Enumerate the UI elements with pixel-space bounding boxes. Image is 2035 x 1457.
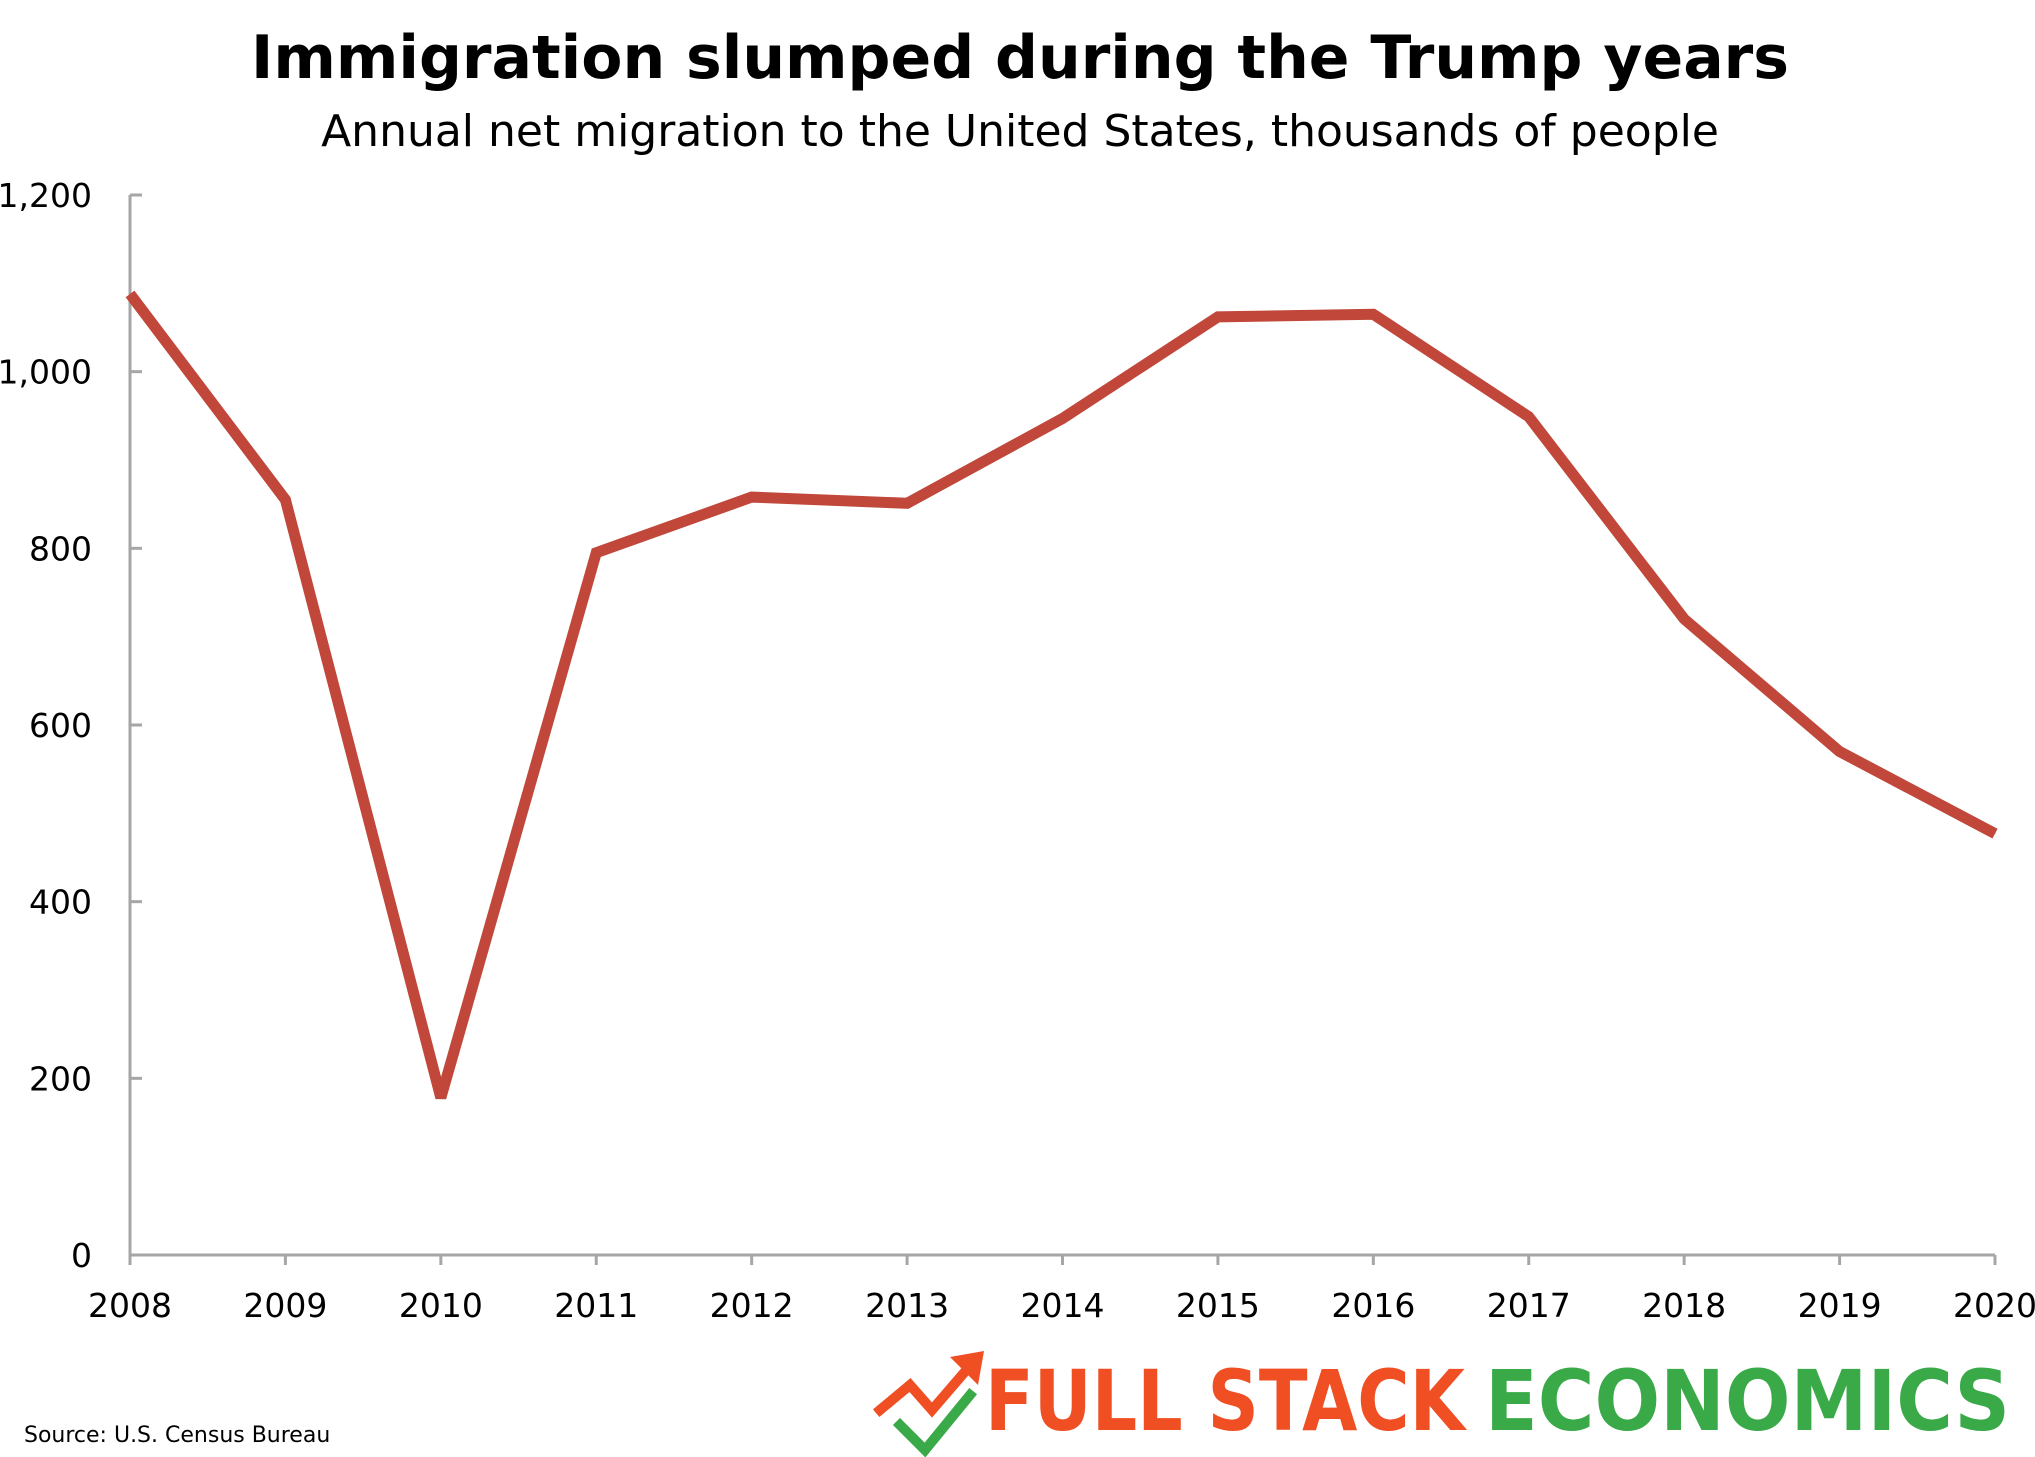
x-tick-label: 2010	[399, 1286, 483, 1325]
y-tick-label: 200	[29, 1059, 92, 1098]
y-tick-label: 0	[71, 1236, 92, 1275]
y-tick-label: 1,000	[0, 353, 92, 392]
brand-name-part2: ECONOMICS	[1485, 1352, 2010, 1450]
trend-check-icon	[872, 1351, 984, 1457]
data-point	[1372, 313, 1374, 315]
trend-arrow-line	[872, 1352, 983, 1418]
brand-name-part1: FULL STACK	[985, 1352, 1467, 1450]
x-tick-label: 2011	[554, 1286, 638, 1325]
x-tick-label: 2019	[1798, 1286, 1882, 1325]
x-tick-label: 2008	[88, 1286, 172, 1325]
data-point	[1994, 833, 1996, 835]
data-point	[595, 552, 597, 554]
x-tick-label: 2018	[1642, 1286, 1726, 1325]
data-point	[440, 1097, 442, 1099]
x-tick-label: 2012	[710, 1286, 794, 1325]
data-series	[125, 290, 1998, 1100]
data-point	[1683, 618, 1685, 620]
check-line	[892, 1387, 978, 1457]
trend-arrow-head	[950, 1351, 984, 1385]
y-tick-label: 800	[29, 529, 92, 568]
source-note: Source: U.S. Census Bureau	[24, 1423, 330, 1448]
chart-title: Immigration slumped during the Trump yea…	[251, 23, 1789, 93]
y-tick-label: 400	[29, 883, 92, 922]
data-point	[284, 499, 286, 501]
x-tick-label: 2017	[1487, 1286, 1571, 1325]
data-point	[1062, 417, 1063, 419]
data-point	[1839, 751, 1841, 752]
data-point	[751, 496, 753, 498]
brand-logo: FULL STACK ECONOMICS	[872, 1351, 2010, 1457]
data-point	[1217, 316, 1219, 318]
x-tick-label: 2015	[1176, 1286, 1260, 1325]
y-tick-label: 1,200	[0, 176, 92, 215]
series-line	[125, 290, 1998, 1100]
data-point	[906, 502, 908, 504]
x-tick-label: 2014	[1021, 1286, 1105, 1325]
y-tick-label: 600	[29, 706, 92, 745]
data-point	[129, 293, 131, 295]
x-tick-label: 2009	[243, 1286, 327, 1325]
x-tick-label: 2013	[865, 1286, 949, 1325]
x-tick-label: 2020	[1953, 1286, 2035, 1325]
data-point	[1528, 416, 1530, 418]
x-tick-label: 2016	[1331, 1286, 1415, 1325]
axes: 0 200 400 600 800 1,000 1,200 2008 2009 2010 2011 2…	[0, 176, 2035, 1325]
chart-subtitle: Annual net migration to the United State…	[321, 106, 1719, 157]
